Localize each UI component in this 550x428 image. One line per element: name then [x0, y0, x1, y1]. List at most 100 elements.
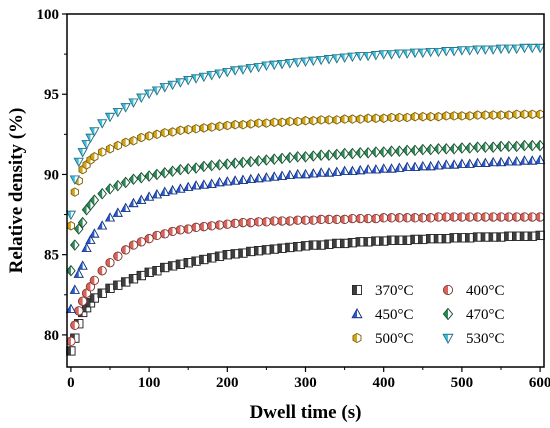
data-point	[355, 213, 365, 224]
data-point	[261, 217, 272, 227]
data-point	[104, 212, 116, 222]
data-point	[238, 217, 248, 228]
data-point	[418, 143, 428, 156]
data-point	[488, 45, 499, 55]
data-point	[300, 57, 311, 67]
data-point	[331, 54, 342, 64]
data-point	[300, 215, 311, 225]
data-point	[472, 157, 483, 167]
data-point	[448, 47, 460, 57]
series-3	[65, 154, 546, 313]
legend-item: 400°C	[442, 283, 505, 299]
data-point	[371, 236, 381, 246]
data-point	[472, 45, 483, 55]
data-point	[160, 262, 170, 273]
data-point	[316, 55, 327, 66]
data-point	[284, 59, 295, 69]
data-point	[183, 224, 193, 234]
data-point	[457, 142, 467, 154]
data-point	[183, 76, 194, 86]
data-point	[73, 157, 84, 168]
data-point	[425, 160, 436, 171]
data-point	[495, 44, 507, 54]
data-point	[206, 159, 217, 172]
data-point	[222, 250, 232, 260]
data-point	[198, 72, 209, 83]
data-point	[285, 242, 295, 253]
data-point	[410, 144, 420, 157]
data-point	[113, 180, 123, 192]
data-point	[488, 156, 499, 167]
data-point	[214, 220, 225, 230]
data-point	[442, 111, 451, 121]
data-point	[347, 52, 358, 62]
data-point	[105, 144, 115, 154]
data-point	[207, 221, 217, 231]
data-point	[480, 212, 490, 222]
y-tick-label: 100	[37, 7, 60, 23]
data-point	[175, 78, 186, 88]
data-point	[363, 237, 373, 247]
data-point	[190, 180, 202, 190]
data-point	[269, 153, 279, 165]
data-point	[81, 288, 92, 298]
data-point	[536, 109, 545, 119]
data-point	[464, 158, 475, 168]
data-point	[480, 141, 491, 153]
data-point	[535, 154, 546, 164]
data-point	[512, 212, 522, 222]
data-point	[441, 234, 451, 244]
data-point	[317, 115, 326, 125]
data-point	[207, 253, 217, 263]
data-point	[379, 236, 389, 246]
data-point	[190, 74, 202, 84]
data-point	[473, 110, 482, 120]
data-point	[387, 112, 396, 123]
data-point	[394, 162, 405, 172]
data-point	[347, 238, 358, 248]
data-point	[65, 303, 76, 313]
data-point	[418, 213, 428, 223]
data-point	[527, 43, 538, 54]
data-point	[496, 140, 506, 153]
data-point	[535, 212, 545, 222]
legend-marker	[351, 308, 363, 319]
data-point	[191, 256, 201, 266]
data-point	[370, 51, 381, 61]
data-point	[300, 241, 311, 251]
data-point	[97, 220, 108, 230]
data-point	[66, 221, 75, 231]
x-tick-label: 100	[138, 375, 161, 391]
data-point	[378, 163, 389, 173]
data-point	[144, 170, 154, 182]
data-point	[191, 162, 201, 174]
data-point	[269, 171, 280, 181]
legend-marker	[442, 307, 454, 321]
data-point	[472, 141, 483, 153]
data-point	[323, 55, 335, 65]
data-point	[230, 66, 241, 76]
data-point	[426, 213, 436, 223]
data-point	[262, 118, 271, 128]
data-point	[535, 139, 545, 152]
data-point	[253, 155, 264, 167]
data-point	[105, 258, 115, 268]
data-point	[269, 60, 280, 70]
data-point	[433, 143, 444, 155]
data-point	[160, 128, 169, 138]
data-point	[269, 244, 279, 254]
data-point	[394, 49, 405, 59]
data-point	[371, 146, 381, 158]
data-point	[152, 129, 161, 140]
data-point	[339, 147, 350, 160]
data-point	[183, 258, 193, 268]
data-point	[70, 320, 80, 330]
legend-label: 370°C	[375, 283, 414, 299]
data-point	[324, 214, 334, 224]
data-point	[121, 245, 131, 255]
data-point	[261, 154, 272, 166]
data-point	[191, 124, 201, 134]
data-point	[300, 151, 311, 163]
data-point	[230, 218, 240, 228]
